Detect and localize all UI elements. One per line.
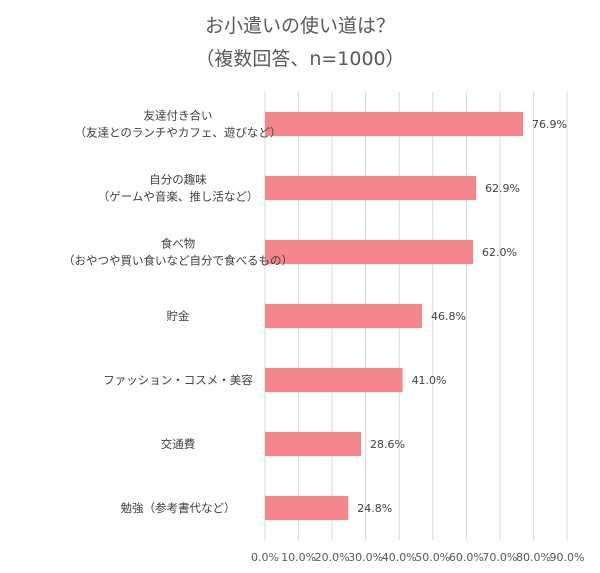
data-label: 24.8% <box>357 502 392 515</box>
bars <box>265 112 524 520</box>
bar <box>265 304 423 328</box>
category-label: ファッション・コスメ・美容 <box>103 373 253 387</box>
x-tick-label: 10.0% <box>281 551 316 564</box>
chart-subtitle: （複数回答、n=1000） <box>195 48 404 70</box>
bar <box>265 176 477 200</box>
category-label: 食べ物 <box>161 237 196 251</box>
data-label: 28.6% <box>370 438 405 451</box>
data-label: 62.9% <box>485 182 520 195</box>
bar <box>265 496 349 520</box>
x-tick-label: 50.0% <box>415 551 450 564</box>
bar <box>265 368 403 392</box>
category-label: （おやつや買い食いなど自分で食べるもの） <box>63 254 293 268</box>
x-tick-label: 90.0% <box>550 551 585 564</box>
x-axis-ticks: 0.0% 10.0%20.0%30.0%40.0%50.0%60.0%70.0%8… <box>251 551 584 564</box>
x-tick-label: 30.0% <box>348 551 383 564</box>
category-labels: 友達付き合い （友達とのランチやカフェ、遊びなど） 自分の趣味 （ゲームや音楽、推し活… <box>63 109 293 516</box>
data-label: 62.0% <box>482 246 517 259</box>
category-label: 貯金 <box>167 309 190 323</box>
x-tick-label: 20.0% <box>315 551 350 564</box>
data-label: 41.0% <box>412 374 447 387</box>
bar <box>265 240 474 264</box>
category-label: 友達付き合い <box>144 109 213 123</box>
x-tick-label: 80.0% <box>516 551 551 564</box>
category-label: 交通費 <box>161 437 196 451</box>
data-label: 46.8% <box>431 310 466 323</box>
bar <box>265 112 524 136</box>
x-tick-label: 60.0% <box>449 551 484 564</box>
value-labels: 76.9% 62.9% 62.0% 46.8% 41.0% 28.6% 24.8% <box>357 118 567 515</box>
category-label: 自分の趣味 <box>149 173 207 187</box>
bar <box>265 432 361 456</box>
category-label: 勉強（参考書代など） <box>121 501 236 515</box>
chart-title: お小遣いの使い道は？ <box>205 15 395 37</box>
data-label: 76.9% <box>532 118 567 131</box>
category-label: （友達とのランチやカフェ、遊びなど） <box>75 126 282 140</box>
x-tick-label: 0.0% <box>251 551 279 564</box>
category-label: （ゲームや音楽、推し活など） <box>98 190 259 204</box>
x-tick-label: 40.0% <box>382 551 417 564</box>
x-tick-label: 70.0% <box>482 551 517 564</box>
